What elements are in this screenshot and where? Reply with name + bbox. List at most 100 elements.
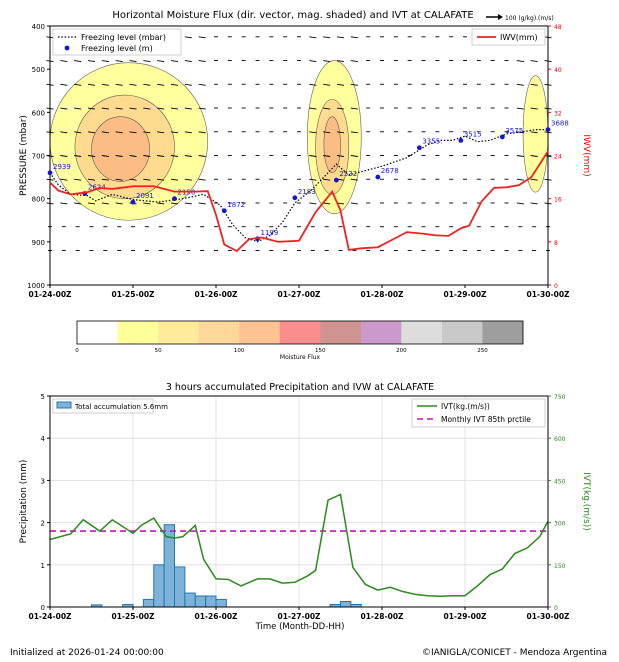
chart2-legend-left-box — [52, 398, 154, 414]
vector-key-label: 100 (g/kg).(m/s) — [505, 15, 554, 22]
chart2-ytick-right-label: 750 — [554, 394, 566, 401]
flux-vector-arrow — [516, 60, 524, 62]
iwv-line — [49, 150, 549, 253]
flux-vector-arrow — [323, 131, 331, 134]
legend-freezing-mbar-label: Freezing level (mbar) — [81, 33, 166, 42]
freezing-level-label: 1872 — [227, 201, 245, 209]
flux-vector-arrow — [336, 83, 345, 86]
chart1-ytick-left-label: 500 — [32, 66, 45, 74]
legend-precip-swatch — [56, 401, 72, 409]
freezing-level-label: 1199 — [261, 229, 279, 237]
flux-contour-region-5 — [323, 116, 341, 174]
chart2-xtick-label: 01-28-00Z — [361, 612, 405, 621]
chart2-ytick-right-label: 150 — [554, 563, 566, 570]
chart1-ytick-left-label: 400 — [32, 23, 45, 31]
freezing-level-marker — [221, 208, 227, 214]
flux-vector-arrow — [157, 131, 165, 134]
flux-vector-arrow — [323, 202, 331, 205]
flux-vector-arrow — [74, 131, 82, 134]
chart2-title: 3 hours accumulated Precipitation and IV… — [166, 382, 434, 393]
freezing-level-label: 2678 — [381, 167, 399, 175]
flux-vector-arrow — [198, 131, 206, 134]
colorbar-swatch — [441, 321, 483, 344]
chart1-legend-right-box — [471, 28, 546, 46]
chart2-ytick-left-label: 5 — [41, 393, 45, 401]
flux-vector-arrow — [309, 131, 317, 134]
flux-vector-arrow — [336, 131, 345, 134]
flux-vector-arrow — [309, 155, 317, 157]
flux-vector-arrow — [198, 107, 206, 110]
flux-vector-arrow — [101, 107, 109, 110]
flux-vector-arrow — [336, 155, 345, 157]
chart1-xtick-label: 01-29-00Z — [444, 290, 488, 299]
colorbar-swatch — [239, 321, 281, 344]
chart1-ytick-left-label: 800 — [32, 196, 45, 204]
precip-bar — [205, 595, 217, 608]
flux-vector-arrow — [184, 155, 192, 157]
flux-vector-arrow — [60, 107, 68, 110]
chart1-ylabel-left: PRESSURE (mbar) — [19, 115, 29, 196]
flux-vector-arrow — [170, 83, 179, 86]
flux-vector-arrow — [350, 178, 358, 181]
chart2-ytick-right-label: 300 — [554, 521, 566, 528]
flux-vector-arrow — [101, 155, 109, 157]
flux-vector-arrow — [74, 60, 82, 62]
flux-vector-arrow — [530, 60, 538, 62]
legend-iwv-label: IWV(mm) — [500, 33, 538, 42]
freezing-level-label: 3355. — [422, 138, 442, 146]
flux-vector-arrow — [516, 155, 524, 157]
freezing-level-mbar-line — [49, 129, 548, 243]
chart1-ytick-right-label: 8 — [554, 240, 558, 247]
flux-vector-arrow — [530, 107, 538, 110]
freezing-level-label: 2624 — [88, 183, 106, 191]
chart2-xlabel: Time (Month-DD-HH) — [255, 622, 345, 632]
flux-contour-region-6 — [522, 75, 549, 193]
freezing-level-marker — [375, 174, 381, 180]
flux-vector-arrow — [87, 131, 96, 134]
flux-vector-arrow — [129, 131, 137, 134]
colorbar-swatch — [77, 321, 118, 344]
flux-vector-arrow — [143, 178, 151, 181]
colorbar-swatch — [401, 321, 443, 344]
colorbar-tick-label: 100 — [234, 348, 245, 354]
flux-vector-arrow — [530, 155, 538, 157]
flux-vector-arrow — [184, 36, 192, 39]
chart1-ytick-right-label: 16 — [554, 197, 562, 204]
flux-vector-arrow — [336, 60, 345, 62]
flux-vector-arrow — [198, 60, 206, 62]
chart1-xtick-label: 01-27-00Z — [278, 290, 322, 299]
chart1-title: Horizontal Moisture Flux (dir. vector, m… — [112, 10, 473, 21]
chart1-ytick-right-label: 24 — [554, 154, 562, 161]
flux-vector-arrow — [129, 107, 137, 110]
flux-vector-arrow — [323, 36, 331, 39]
flux-vector-arrow — [87, 178, 96, 181]
chart2-xtick-label: 01-25-00Z — [112, 612, 156, 621]
flux-vector-arrow — [350, 202, 358, 205]
flux-vector-arrow — [198, 202, 206, 205]
colorbar-tick-label: 150 — [315, 348, 326, 354]
freezing-level-marker — [499, 134, 505, 140]
colorbar-swatch — [482, 321, 524, 344]
flux-vector-arrow — [350, 60, 358, 62]
chart2-xtick-label: 01-24-00Z — [29, 612, 73, 621]
colorbar-swatch — [158, 321, 199, 344]
chart2-ytick-left-label: 2 — [41, 520, 45, 528]
flux-vector-arrow — [60, 155, 68, 157]
flux-vector-arrow — [516, 83, 524, 86]
flux-vector-arrow — [170, 155, 179, 157]
flux-vector-arrow — [143, 83, 151, 86]
flux-vector-arrow — [101, 202, 109, 205]
precip-bar — [184, 592, 196, 608]
flux-vector-arrow — [115, 60, 123, 62]
flux-vector-arrow — [350, 131, 358, 134]
chart1-xtick-label: 01-30-00Z — [527, 290, 571, 299]
flux-vector-arrow — [323, 60, 331, 62]
colorbar-swatch — [360, 321, 402, 344]
freezing-level-label: 2091 — [136, 192, 154, 200]
flux-vector-arrow — [157, 202, 165, 205]
chart1-xtick-label: 01-26-00Z — [195, 290, 239, 299]
flux-vector-arrow — [184, 178, 192, 181]
flux-vector-arrow — [350, 36, 358, 39]
flux-vector-arrow — [60, 178, 68, 181]
